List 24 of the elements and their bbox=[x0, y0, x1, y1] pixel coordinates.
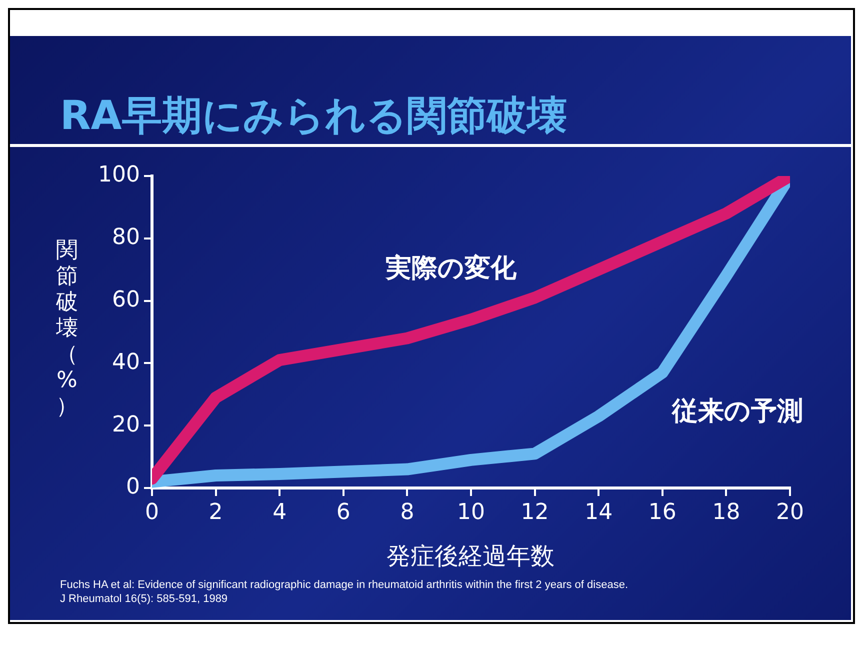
y-tick-label: 40 bbox=[112, 350, 140, 375]
x-tick-label: 0 bbox=[145, 500, 159, 525]
x-tick-label: 16 bbox=[648, 500, 676, 525]
series-label: 実際の変化 bbox=[384, 253, 518, 284]
y-tick-label: 60 bbox=[112, 288, 140, 313]
x-tick-label: 14 bbox=[584, 500, 613, 525]
y-tick-label: 80 bbox=[112, 225, 140, 250]
x-axis-title: 発症後経過年数 bbox=[386, 541, 556, 572]
series-label: 従来の予測 bbox=[670, 396, 803, 426]
text: J Rheumatol 16(5): 585-591, 1989 bbox=[60, 592, 229, 606]
x-tick-label: 20 bbox=[776, 500, 804, 525]
x-tick-label: 10 bbox=[457, 500, 485, 525]
text: Fuchs HA et al: Evidence of significant radiographic damage in rheumatoid arthritis within the first 2 years of disease. bbox=[60, 578, 628, 592]
x-tick-label: 12 bbox=[520, 500, 549, 525]
y-tick-label: 0 bbox=[126, 474, 140, 500]
x-tick-label: 8 bbox=[400, 500, 414, 525]
y-tick-label: 100 bbox=[98, 162, 140, 188]
y-tick-label: 20 bbox=[112, 412, 140, 438]
y-axis-title: 関節破壊（%） bbox=[55, 238, 79, 420]
x-tick-label: 4 bbox=[272, 500, 287, 525]
x-tick-label: 18 bbox=[712, 500, 740, 525]
x-tick-label: 6 bbox=[336, 500, 350, 525]
x-tick-label: 2 bbox=[208, 500, 223, 525]
chart-title: RA早期にみられる関節破壊 bbox=[60, 92, 567, 141]
